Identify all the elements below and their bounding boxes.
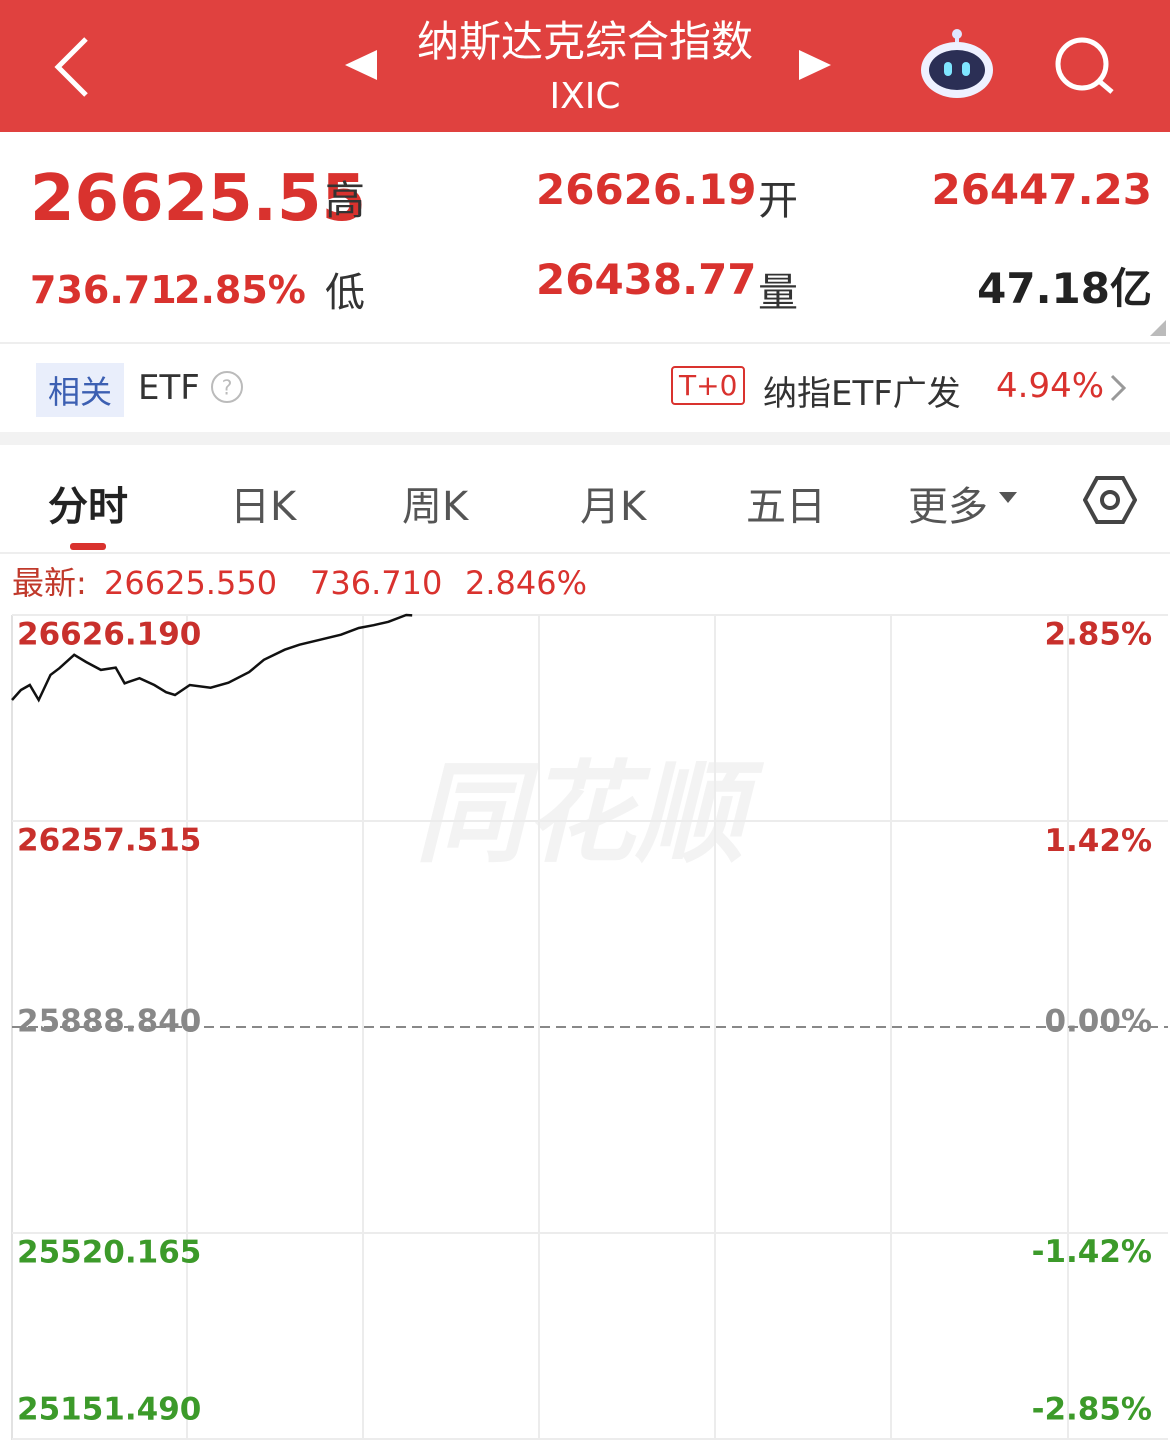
etf-name: 纳指ETF广发 <box>763 374 961 414</box>
y2-tick-label: 2.85% <box>1044 617 1152 653</box>
tab[interactable]: 更多 <box>908 484 988 530</box>
open: 26447.23 <box>931 165 1152 214</box>
watermark: 同花顺 <box>415 749 765 877</box>
y-tick-label: 25520.165 <box>17 1235 201 1271</box>
y2-tick-label: -1.42% <box>1032 1234 1152 1270</box>
svg-text:?: ? <box>222 376 233 400</box>
next-button[interactable] <box>797 48 833 82</box>
low: 26438.77 <box>536 255 757 304</box>
etf-tag: 相关 <box>36 363 125 417</box>
y2-tick-label: 0.00% <box>1044 1004 1152 1040</box>
search-button[interactable] <box>1052 36 1118 96</box>
chevron <box>1110 374 1127 402</box>
high-label: 高 <box>325 178 365 224</box>
etf-badge: T+0 <box>671 366 746 405</box>
chart: 同花顺 最新: 26625.550 736.710 2.846% 26626.190 262… <box>11 564 1168 1440</box>
gap <box>0 432 1170 445</box>
settings-button[interactable] <box>1083 475 1137 525</box>
y2-tick-label: 1.42% <box>1044 823 1152 859</box>
y-tick-label: 26626.190 <box>17 617 201 653</box>
corner-mark <box>1150 320 1166 336</box>
prev-button[interactable] <box>343 48 379 82</box>
high: 26626.19 <box>536 165 757 214</box>
volume: 47.18亿 <box>977 264 1152 313</box>
tab[interactable]: 五日 <box>746 484 826 530</box>
volume-label: 量 <box>758 270 798 316</box>
assistant-icon[interactable] <box>918 28 996 100</box>
open-label: 开 <box>758 178 798 224</box>
y-tick-label: 25888.840 <box>17 1004 201 1040</box>
price: 26625.55 <box>30 162 367 236</box>
price-line <box>11 613 413 703</box>
latest-price: 26625.550 <box>104 564 277 602</box>
y2-tick-label: -2.85% <box>1032 1392 1152 1428</box>
y-tick-label: 26257.515 <box>17 823 201 859</box>
help-icon[interactable]: ? <box>210 370 244 404</box>
back-button[interactable] <box>50 35 94 99</box>
tab[interactable]: 月K <box>580 484 647 530</box>
tab-indicator <box>70 543 106 550</box>
dropdown-arrow <box>999 492 1017 503</box>
title: 纳斯达克综合指数 <box>416 17 753 66</box>
divider <box>0 552 1170 554</box>
y-tick-label: 25151.490 <box>17 1392 201 1428</box>
latest-label: 最新: <box>12 564 87 602</box>
divider <box>0 342 1170 344</box>
header: 纳斯达克综合指数 IXIC <box>0 0 1170 132</box>
tab[interactable]: 分时 <box>48 484 128 530</box>
low-label: 低 <box>325 270 365 316</box>
latest-change: 736.710 <box>310 564 442 602</box>
etf-label: ETF <box>138 368 200 408</box>
tab[interactable]: 周K <box>402 484 469 530</box>
subtitle: IXIC <box>549 76 621 117</box>
change-percent: 2.85% <box>174 268 306 312</box>
latest-percent: 2.846% <box>465 564 587 602</box>
change: 736.71 <box>30 268 177 312</box>
etf-percent: 4.94% <box>996 366 1105 406</box>
tab[interactable]: 日K <box>230 484 297 530</box>
